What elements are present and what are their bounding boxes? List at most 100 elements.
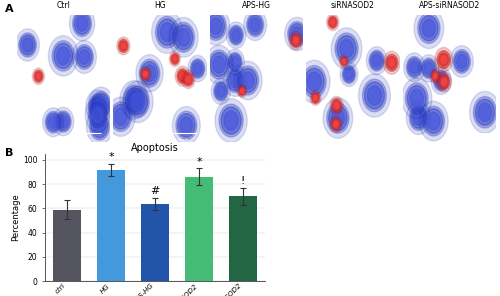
Circle shape — [52, 41, 74, 71]
Circle shape — [16, 29, 40, 61]
Circle shape — [332, 99, 342, 112]
Circle shape — [234, 61, 262, 100]
Circle shape — [224, 65, 246, 96]
Circle shape — [74, 13, 90, 34]
Circle shape — [160, 23, 174, 41]
Circle shape — [470, 91, 500, 133]
Circle shape — [126, 86, 150, 118]
Circle shape — [177, 69, 188, 83]
Circle shape — [226, 69, 244, 93]
Circle shape — [228, 71, 242, 91]
Circle shape — [194, 63, 202, 74]
Circle shape — [342, 65, 355, 83]
Circle shape — [314, 96, 318, 100]
Circle shape — [434, 72, 448, 89]
Circle shape — [248, 15, 262, 35]
Circle shape — [190, 59, 205, 78]
Text: APS-HG: APS-HG — [242, 1, 271, 10]
Circle shape — [120, 81, 148, 119]
Circle shape — [46, 113, 60, 131]
Circle shape — [439, 75, 450, 89]
Circle shape — [186, 76, 190, 83]
Circle shape — [419, 101, 448, 141]
Circle shape — [331, 28, 362, 70]
Circle shape — [210, 52, 228, 77]
Text: 50μm: 50μm — [178, 138, 189, 142]
Circle shape — [418, 55, 439, 82]
Text: A: A — [5, 4, 14, 15]
Circle shape — [330, 18, 336, 27]
Text: HG: HG — [154, 1, 166, 10]
Circle shape — [408, 58, 421, 76]
Circle shape — [70, 6, 94, 41]
Circle shape — [238, 86, 246, 96]
Text: *: * — [196, 157, 202, 167]
Circle shape — [226, 49, 244, 75]
Circle shape — [152, 11, 182, 53]
Circle shape — [54, 43, 72, 68]
Circle shape — [411, 108, 426, 128]
Circle shape — [427, 112, 440, 130]
Circle shape — [212, 56, 225, 73]
Circle shape — [410, 61, 419, 74]
Circle shape — [124, 86, 144, 114]
Circle shape — [90, 113, 110, 140]
Circle shape — [358, 74, 390, 117]
Circle shape — [118, 39, 128, 52]
Circle shape — [92, 91, 110, 118]
Circle shape — [172, 22, 195, 52]
Circle shape — [453, 50, 470, 73]
Text: #: # — [150, 186, 160, 196]
Circle shape — [86, 109, 113, 144]
Circle shape — [435, 47, 452, 72]
Circle shape — [202, 7, 230, 45]
Circle shape — [140, 59, 160, 87]
Circle shape — [221, 107, 241, 134]
Circle shape — [92, 115, 108, 138]
Circle shape — [192, 60, 203, 77]
Circle shape — [59, 115, 68, 128]
Circle shape — [422, 60, 435, 77]
Text: APS-siRNASOD2: APS-siRNASOD2 — [418, 1, 480, 10]
Circle shape — [340, 40, 353, 58]
Circle shape — [434, 70, 448, 91]
Circle shape — [437, 51, 450, 69]
Circle shape — [308, 72, 321, 91]
Circle shape — [212, 78, 231, 104]
Circle shape — [442, 78, 446, 85]
Bar — [230, 196, 256, 281]
Circle shape — [169, 17, 198, 57]
Circle shape — [413, 111, 424, 125]
Circle shape — [72, 41, 96, 73]
Circle shape — [89, 94, 106, 118]
Circle shape — [22, 38, 33, 52]
Circle shape — [72, 11, 92, 36]
Circle shape — [335, 33, 358, 64]
Circle shape — [387, 57, 396, 69]
Text: Ctrl: Ctrl — [56, 1, 70, 10]
Circle shape — [206, 12, 226, 40]
Circle shape — [188, 55, 208, 82]
Circle shape — [342, 58, 346, 65]
Circle shape — [121, 43, 126, 49]
Circle shape — [46, 111, 61, 133]
Circle shape — [289, 24, 304, 44]
Circle shape — [372, 54, 381, 67]
Circle shape — [420, 16, 438, 41]
Circle shape — [439, 53, 448, 66]
Circle shape — [224, 111, 238, 130]
Circle shape — [140, 67, 151, 82]
Circle shape — [330, 116, 342, 132]
Circle shape — [230, 27, 242, 44]
Circle shape — [440, 76, 448, 87]
Circle shape — [476, 99, 494, 125]
Circle shape — [424, 62, 433, 74]
Text: B: B — [5, 148, 14, 158]
Circle shape — [238, 66, 258, 95]
Circle shape — [246, 13, 264, 37]
Circle shape — [141, 62, 158, 85]
Circle shape — [310, 91, 321, 105]
Circle shape — [342, 59, 345, 63]
Circle shape — [389, 59, 394, 67]
Circle shape — [406, 102, 430, 134]
